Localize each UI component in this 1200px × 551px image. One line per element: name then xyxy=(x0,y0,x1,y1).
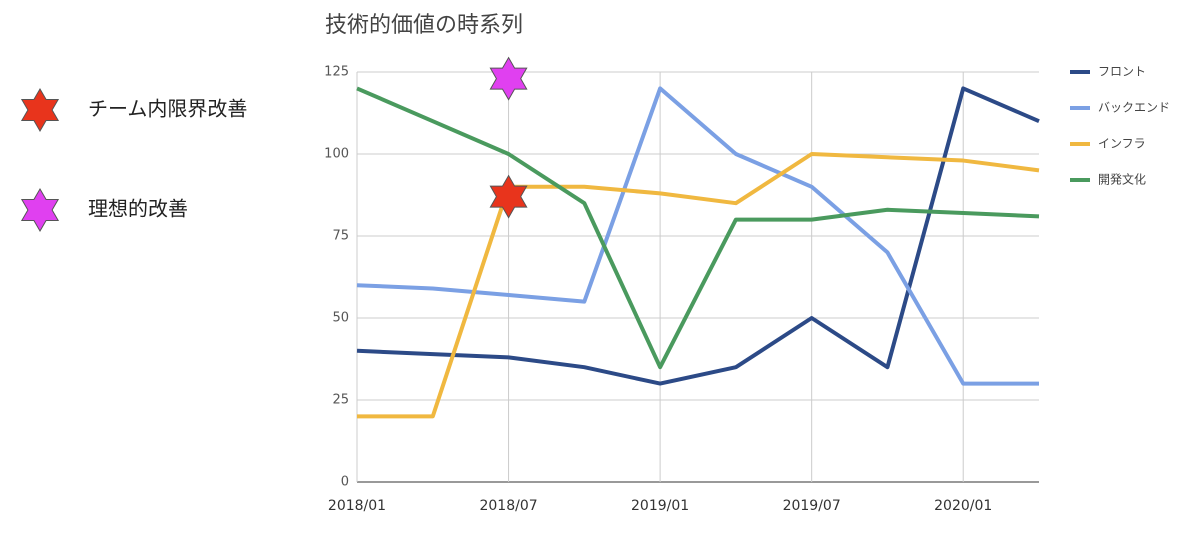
y-tick-label: 25 xyxy=(332,393,349,408)
y-tick-label: 50 xyxy=(332,311,349,326)
x-tick-label: 2019/01 xyxy=(631,498,689,514)
legend-label: フロント xyxy=(1098,65,1146,79)
y-tick-label: 75 xyxy=(332,229,349,244)
x-tick-label: 2018/07 xyxy=(479,498,537,514)
legend-star xyxy=(20,88,60,132)
legend-label: バックエンド xyxy=(1098,101,1170,115)
series-line xyxy=(356,86,1040,386)
series-line xyxy=(356,86,1040,370)
y-tick-label: 0 xyxy=(341,475,349,490)
series-line xyxy=(357,152,1040,419)
x-tick-label: 2020/01 xyxy=(934,498,992,514)
y-tick-label: 125 xyxy=(324,65,349,80)
y-tick-label: 100 xyxy=(324,147,349,162)
chart-title: 技術的価値の時系列 xyxy=(325,13,523,38)
marker-legend-label: チーム内限界改善 xyxy=(88,97,247,121)
legend-star xyxy=(20,188,60,232)
x-tick-label: 2019/07 xyxy=(783,498,841,514)
legend-label: 開発文化 xyxy=(1098,172,1146,187)
marker-star xyxy=(489,174,528,219)
x-tick-label: 2018/01 xyxy=(328,498,386,514)
marker-legend-label: 理想的改善 xyxy=(88,197,188,221)
marker-star xyxy=(489,56,528,101)
series-line xyxy=(356,86,1039,386)
legend-label: インフラ xyxy=(1098,137,1146,151)
